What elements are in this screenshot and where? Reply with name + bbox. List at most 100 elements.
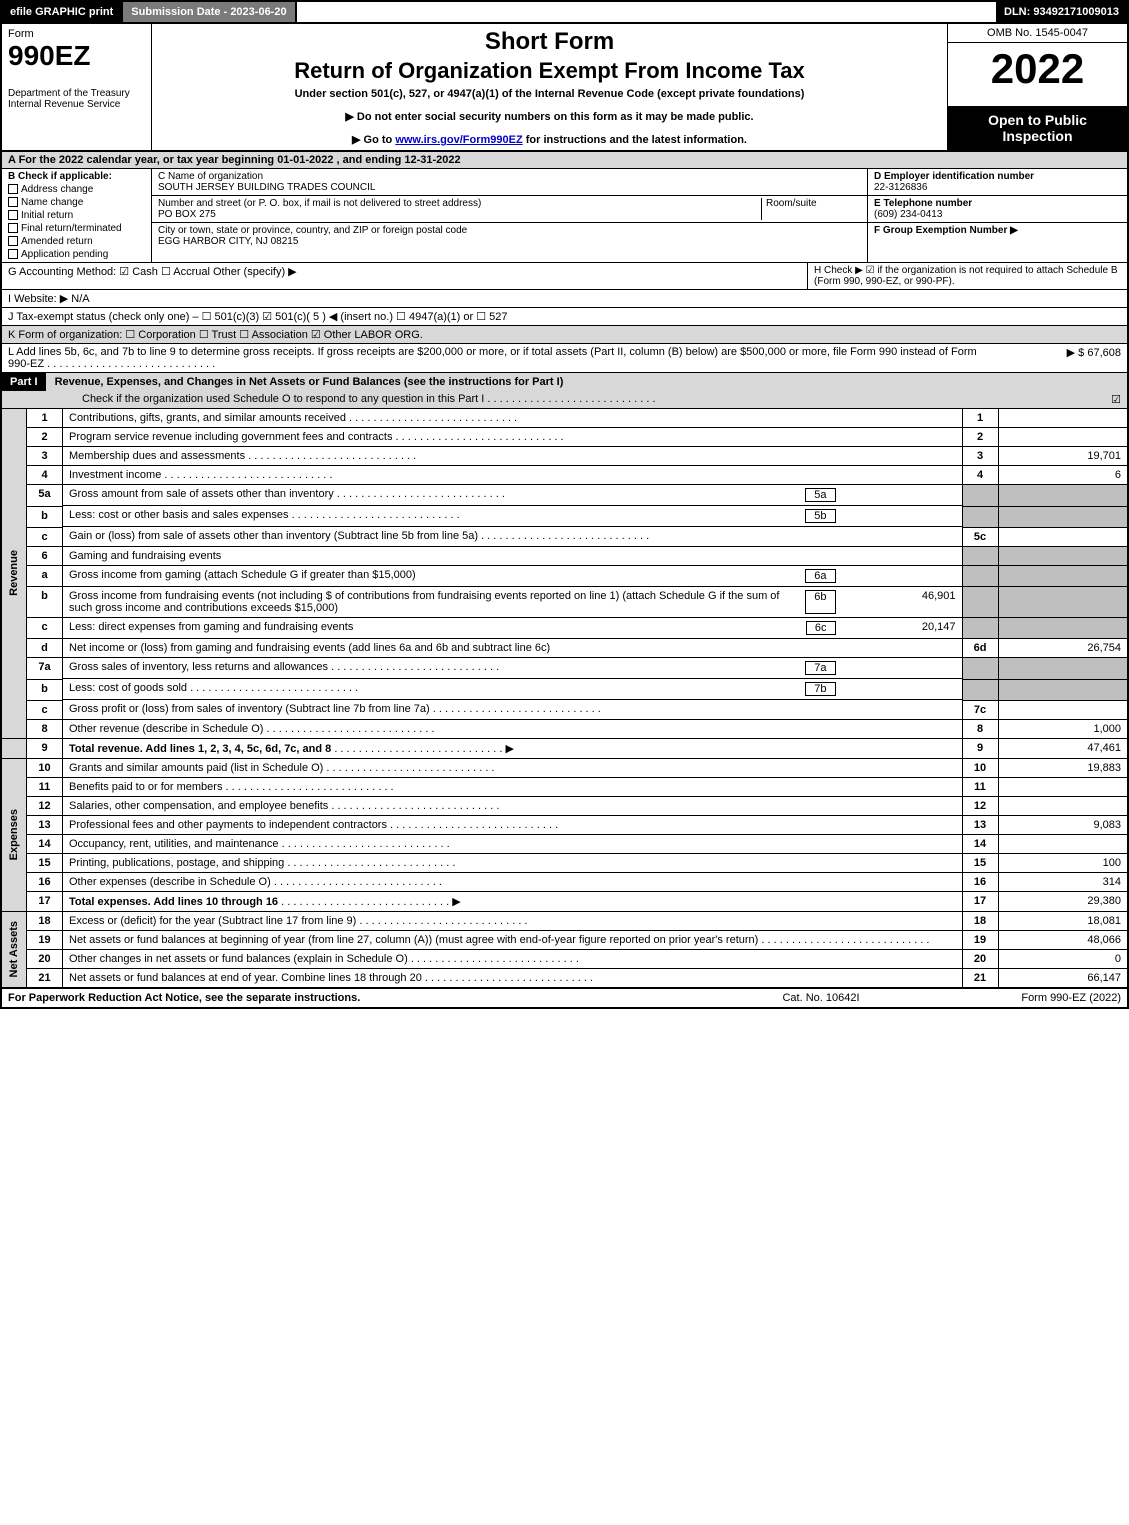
ln-21: Net assets or fund balances at end of ye… xyxy=(63,968,963,987)
form-word: Form xyxy=(8,28,145,40)
ln-7a: Gross sales of inventory, less returns a… xyxy=(63,658,962,679)
ln-6b-num: b xyxy=(27,587,63,618)
org-name: SOUTH JERSEY BUILDING TRADES COUNCIL xyxy=(158,182,861,193)
ln-14: Occupancy, rent, utilities, and maintena… xyxy=(63,834,963,853)
ln-12-num: 12 xyxy=(27,796,63,815)
part-1-title: Revenue, Expenses, and Changes in Net As… xyxy=(49,373,570,391)
chk-application-pending[interactable]: Application pending xyxy=(8,249,145,260)
rn-8: 8 xyxy=(962,719,998,738)
ln-20: Other changes in net assets or fund bala… xyxy=(63,949,963,968)
chk-address-change[interactable]: Address change xyxy=(8,184,145,195)
ln-3: Membership dues and assessments xyxy=(63,447,963,466)
department-label: Department of the Treasury Internal Reve… xyxy=(8,88,145,110)
ln-13-num: 13 xyxy=(27,815,63,834)
rn-11: 11 xyxy=(962,777,998,796)
chk-name-change[interactable]: Name change xyxy=(8,197,145,208)
ln-7b: Less: cost of goods sold7b xyxy=(63,679,962,700)
topbar-spacer xyxy=(297,2,996,22)
rn-5a xyxy=(962,485,998,507)
irs-link[interactable]: www.irs.gov/Form990EZ xyxy=(395,134,522,146)
phone-value: (609) 234-0413 xyxy=(874,209,1121,220)
dln-label: DLN: 93492171009013 xyxy=(996,2,1127,22)
rv-18: 18,081 xyxy=(998,911,1128,930)
ln-5a: Gross amount from sale of assets other t… xyxy=(63,485,962,506)
ln-17-num: 17 xyxy=(27,891,63,911)
rv-12 xyxy=(998,796,1128,815)
line-g: G Accounting Method: ☑ Cash ☐ Accrual Ot… xyxy=(2,263,807,289)
ln-19-num: 19 xyxy=(27,930,63,949)
ln-7a-num: 7a xyxy=(27,658,63,680)
ln-6a-num: a xyxy=(27,565,63,587)
rn-9: 9 xyxy=(962,738,998,758)
rn-10: 10 xyxy=(962,758,998,777)
rn-12: 12 xyxy=(962,796,998,815)
rv-9: 47,461 xyxy=(998,738,1128,758)
page-footer: For Paperwork Reduction Act Notice, see … xyxy=(0,988,1129,1009)
rn-1: 1 xyxy=(962,409,998,428)
ln-5b: Less: cost or other basis and sales expe… xyxy=(63,506,962,527)
c-street: Number and street (or P. O. box, if mail… xyxy=(152,196,867,223)
ln-1-num: 1 xyxy=(27,409,63,428)
ln-3-num: 3 xyxy=(27,447,63,466)
rv-16: 314 xyxy=(998,872,1128,891)
ln-11-num: 11 xyxy=(27,777,63,796)
footer-left: For Paperwork Reduction Act Notice, see … xyxy=(8,992,721,1004)
part-1-checkbox[interactable]: ☑ xyxy=(1111,393,1121,406)
footer-form-ref: Form 990-EZ (2022) xyxy=(921,992,1121,1004)
rn-18: 18 xyxy=(962,911,998,930)
rv-17: 29,380 xyxy=(998,891,1128,911)
e-label: E Telephone number xyxy=(874,198,1121,209)
ln-1: Contributions, gifts, grants, and simila… xyxy=(63,409,963,428)
rv-11 xyxy=(998,777,1128,796)
inst-post: for instructions and the latest informat… xyxy=(523,134,747,146)
rn-3: 3 xyxy=(962,447,998,466)
ln-6a: Gross income from gaming (attach Schedul… xyxy=(63,566,962,587)
org-city: EGG HARBOR CITY, NJ 08215 xyxy=(158,236,861,247)
title-short-form: Short Form xyxy=(158,28,941,56)
rv-10: 19,883 xyxy=(998,758,1128,777)
rv-6a xyxy=(998,565,1128,587)
e-phone: E Telephone number (609) 234-0413 xyxy=(868,196,1127,223)
ln-13: Professional fees and other payments to … xyxy=(63,815,963,834)
ln-7b-num: b xyxy=(27,679,63,700)
open-to-public: Open to Public Inspection xyxy=(948,106,1127,150)
ln-12: Salaries, other compensation, and employ… xyxy=(63,796,963,815)
rn-6d: 6d xyxy=(962,639,998,658)
line-j: J Tax-exempt status (check only one) – ☐… xyxy=(0,308,1129,326)
header-right: OMB No. 1545-0047 2022 Open to Public In… xyxy=(947,24,1127,150)
rn-7b xyxy=(962,679,998,700)
sidebar-rev-end xyxy=(1,738,27,758)
chk-initial-return[interactable]: Initial return xyxy=(8,210,145,221)
submission-date-button[interactable]: Submission Date - 2023-06-20 xyxy=(123,2,296,22)
chk-amended-return[interactable]: Amended return xyxy=(8,236,145,247)
d-label: D Employer identification number xyxy=(874,171,1121,182)
omb-number: OMB No. 1545-0047 xyxy=(948,24,1127,43)
part-1-label: Part I xyxy=(2,373,46,391)
ln-10: Grants and similar amounts paid (list in… xyxy=(63,758,963,777)
ln-5b-num: b xyxy=(27,506,63,527)
b-header: B Check if applicable: xyxy=(8,171,145,182)
gh-row: G Accounting Method: ☑ Cash ☐ Accrual Ot… xyxy=(0,263,1129,290)
ln-15: Printing, publications, postage, and shi… xyxy=(63,853,963,872)
rv-19: 48,066 xyxy=(998,930,1128,949)
rv-5a xyxy=(998,485,1128,507)
line-i: I Website: ▶ N/A xyxy=(0,290,1129,308)
rn-19: 19 xyxy=(962,930,998,949)
chk-final-return[interactable]: Final return/terminated xyxy=(8,223,145,234)
c-name-label: C Name of organization xyxy=(158,171,861,182)
rv-15: 100 xyxy=(998,853,1128,872)
part-1-table: Revenue 1Contributions, gifts, grants, a… xyxy=(0,409,1129,988)
f-label: F Group Exemption Number ▶ xyxy=(874,225,1018,236)
rv-7b xyxy=(998,679,1128,700)
ln-20-num: 20 xyxy=(27,949,63,968)
rn-6b xyxy=(962,587,998,618)
ln-9: Total revenue. Add lines 1, 2, 3, 4, 5c,… xyxy=(63,738,963,758)
header-center: Short Form Return of Organization Exempt… xyxy=(152,24,947,150)
rv-6b xyxy=(998,587,1128,618)
ln-4: Investment income xyxy=(63,466,963,485)
rn-15: 15 xyxy=(962,853,998,872)
efile-print-button[interactable]: efile GRAPHIC print xyxy=(2,2,123,22)
ln-8: Other revenue (describe in Schedule O) xyxy=(63,719,963,738)
rn-5b xyxy=(962,506,998,527)
rv-13: 9,083 xyxy=(998,815,1128,834)
